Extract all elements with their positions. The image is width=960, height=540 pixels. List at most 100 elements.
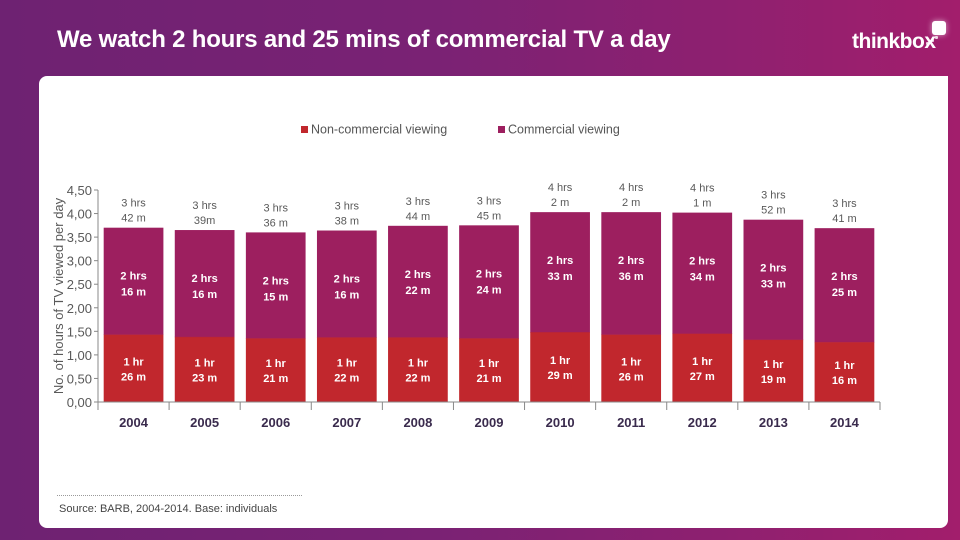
label-commercial-2006: 2 hrs [263, 275, 289, 287]
bar-commercial-2007 [316, 230, 377, 338]
bar-noncommercial-2009 [459, 338, 519, 402]
y-axis-title: No. of hours of TV viewed per day [51, 197, 66, 394]
label-noncommercial-2013: 19 m [761, 374, 786, 386]
bar-noncommercial-2013 [743, 339, 804, 402]
label-total-2011: 4 hrs [619, 182, 644, 194]
label-noncommercial-2008: 22 m [405, 373, 430, 385]
bar-noncommercial-2007 [316, 337, 377, 402]
y-tick-label: 0,50 [67, 371, 92, 386]
label-commercial-2007: 2 hrs [334, 274, 360, 286]
label-total-2011: 2 m [622, 197, 640, 209]
x-tick-label-2014: 2014 [830, 415, 860, 430]
thinkbox-logo-icon [932, 21, 946, 35]
label-total-2005: 39m [194, 215, 215, 227]
bar-commercial-2008 [388, 225, 448, 338]
y-tick-label: 2,50 [67, 277, 92, 292]
x-tick-label-2007: 2007 [332, 415, 361, 430]
y-tick-label: 4,50 [67, 183, 92, 198]
label-noncommercial-2006: 21 m [263, 373, 288, 385]
label-total-2009: 3 hrs [477, 195, 502, 207]
thinkbox-logo: thinkbox [852, 30, 936, 53]
x-tick-label-2008: 2008 [403, 415, 432, 430]
label-noncommercial-2010: 1 hr [550, 355, 571, 367]
legend-label-2: Commercial viewing [508, 123, 620, 137]
label-noncommercial-2004: 1 hr [123, 356, 144, 368]
x-tick-label-2009: 2009 [475, 415, 504, 430]
label-commercial-2006: 15 m [263, 291, 288, 303]
bar-noncommercial-2005 [174, 336, 235, 402]
label-noncommercial-2007: 1 hr [337, 358, 358, 370]
label-total-2012: 1 m [693, 198, 711, 210]
label-noncommercial-2011: 1 hr [621, 356, 642, 368]
x-tick-label-2005: 2005 [190, 415, 219, 430]
chart-panel: Non-commercial viewing Commercial viewing… [39, 76, 948, 528]
bar-noncommercial-2012 [672, 333, 733, 402]
label-noncommercial-2005: 1 hr [195, 357, 216, 369]
bar-noncommercial-2010 [530, 332, 590, 402]
label-total-2013: 3 hrs [761, 190, 786, 202]
bar-commercial-2009 [459, 225, 519, 339]
label-noncommercial-2014: 16 m [832, 375, 857, 387]
label-total-2006: 36 m [263, 217, 287, 229]
label-noncommercial-2009: 1 hr [479, 358, 500, 370]
bar-noncommercial-2006 [245, 338, 306, 402]
label-total-2006: 3 hrs [263, 202, 288, 214]
label-commercial-2013: 2 hrs [760, 263, 786, 275]
label-commercial-2012: 34 m [690, 272, 715, 284]
bar-commercial-2005 [174, 230, 235, 337]
x-tick-label-2010: 2010 [546, 415, 575, 430]
label-commercial-2010: 2 hrs [547, 255, 573, 267]
y-tick-label: 4,00 [67, 207, 92, 222]
x-tick-label-2012: 2012 [688, 415, 717, 430]
y-tick-label: 3,50 [67, 230, 92, 245]
label-total-2004: 42 m [121, 213, 145, 225]
label-noncommercial-2013: 1 hr [763, 359, 784, 371]
label-commercial-2009: 24 m [476, 284, 501, 296]
label-commercial-2014: 2 hrs [831, 271, 857, 283]
legend-label-1: Non-commercial viewing [311, 123, 447, 137]
label-total-2013: 52 m [761, 205, 785, 217]
label-total-2014: 41 m [832, 213, 856, 225]
label-noncommercial-2007: 22 m [334, 373, 359, 385]
label-noncommercial-2006: 1 hr [266, 358, 287, 370]
x-axis: 2004 2005 2006 2007 2008 2009 2010 2011 2012 2013… [97, 401, 881, 430]
label-total-2005: 3 hrs [192, 200, 217, 212]
page-title: We watch 2 hours and 25 mins of commerci… [57, 26, 671, 53]
y-tick-label: 1,50 [67, 324, 92, 339]
label-commercial-2013: 33 m [761, 279, 786, 291]
bars: 1 hr 26 m 2 hrs 16 m 3 hrs 42 m 1 hr 23 m 2 hrs 1… [103, 182, 875, 402]
label-total-2010: 2 m [551, 197, 569, 209]
label-noncommercial-2010: 29 m [548, 370, 573, 382]
label-commercial-2011: 36 m [619, 271, 644, 283]
label-commercial-2005: 16 m [192, 289, 217, 301]
label-commercial-2009: 2 hrs [476, 268, 502, 280]
bar-noncommercial-2004 [103, 334, 164, 402]
label-commercial-2008: 22 m [405, 285, 430, 297]
bar-commercial-2012 [672, 212, 733, 334]
label-commercial-2004: 16 m [121, 287, 146, 299]
bar-noncommercial-2014 [814, 342, 875, 402]
label-total-2008: 3 hrs [406, 196, 431, 208]
source-divider [57, 495, 302, 496]
y-axis: 0,00 0,50 1,00 1,50 2,00 2,50 3,00 3,50 4,00 4,50… [51, 183, 99, 410]
label-noncommercial-2012: 27 m [690, 371, 715, 383]
label-noncommercial-2008: 1 hr [408, 358, 429, 370]
label-noncommercial-2004: 26 m [121, 371, 146, 383]
bar-noncommercial-2008 [388, 337, 448, 402]
label-commercial-2007: 16 m [334, 290, 359, 302]
y-tick-label: 2,00 [67, 301, 92, 316]
x-tick-label-2004: 2004 [119, 415, 149, 430]
x-tick-label-2006: 2006 [261, 415, 290, 430]
y-tick-label: 1,00 [67, 348, 92, 363]
bar-commercial-2010 [530, 212, 590, 333]
label-total-2014: 3 hrs [832, 198, 857, 210]
label-total-2012: 4 hrs [690, 183, 715, 195]
label-commercial-2004: 2 hrs [120, 271, 146, 283]
logo-dots-icon [926, 36, 938, 46]
label-noncommercial-2009: 21 m [476, 373, 501, 385]
bar-commercial-2006 [245, 232, 306, 339]
legend-swatch-2 [498, 126, 505, 133]
y-tick-label: 3,00 [67, 254, 92, 269]
label-commercial-2014: 25 m [832, 287, 857, 299]
bar-noncommercial-2011 [601, 334, 662, 402]
